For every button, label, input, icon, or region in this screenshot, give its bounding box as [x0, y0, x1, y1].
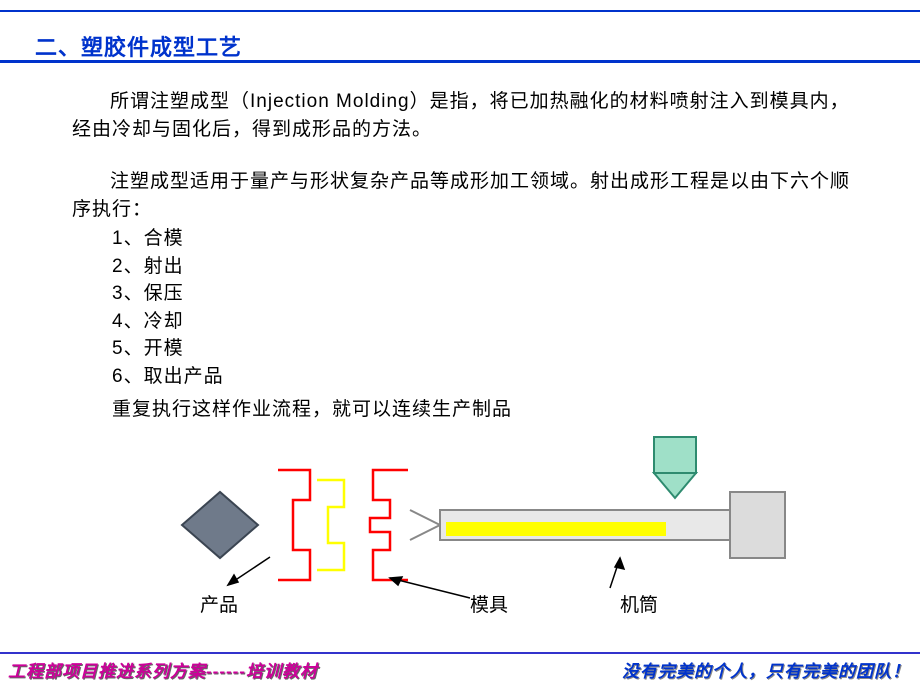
- step-6: 6、取出产品: [112, 363, 224, 391]
- top-rule: [0, 10, 920, 12]
- step-3: 3、保压: [112, 280, 224, 308]
- mold-cavity-outline: [317, 480, 344, 570]
- paragraph-2: 注塑成型适用于量产与形状复杂产品等成形加工领域。射出成形工程是以由下六个顺序执行…: [72, 168, 852, 223]
- footer-rule: [0, 652, 920, 654]
- mold-right-bracket: [370, 470, 408, 580]
- label-barrel: 机筒: [620, 590, 658, 617]
- step-5: 5、开模: [112, 335, 224, 363]
- section-title: 二、塑胶件成型工艺: [35, 30, 242, 62]
- hopper: [654, 437, 696, 498]
- barrel-end-block: [730, 492, 785, 558]
- label-mold: 模具: [470, 590, 508, 617]
- arrow-product: [228, 557, 270, 585]
- step-4: 4、冷却: [112, 308, 224, 336]
- paragraph-1: 所谓注塑成型（Injection Molding）是指，将已加热融化的材料喷射注…: [72, 88, 852, 143]
- footer-right-text: 没有完美的个人，只有完美的团队！: [622, 657, 910, 682]
- mold-left-bracket: [278, 470, 310, 580]
- footer-left-text: 工程部项目推进系列方案------培训教材: [8, 657, 318, 682]
- barrel: [410, 510, 730, 540]
- paragraph-3: 重复执行这样作业流程，就可以连续生产制品: [112, 394, 512, 421]
- steps-list: 1、合模 2、射出 3、保压 4、冷却 5、开模 6、取出产品: [112, 225, 224, 390]
- label-product: 产品: [200, 590, 238, 617]
- step-2: 2、射出: [112, 253, 224, 281]
- product-shape: [182, 492, 258, 558]
- arrow-barrel: [610, 558, 624, 588]
- slide-page: 二、塑胶件成型工艺 所谓注塑成型（Injection Molding）是指，将已…: [0, 0, 920, 690]
- step-1: 1、合模: [112, 225, 224, 253]
- title-underline: [0, 60, 920, 63]
